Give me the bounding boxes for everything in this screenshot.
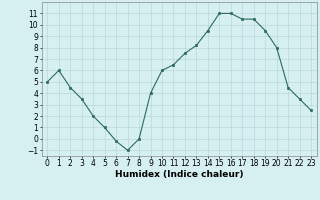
X-axis label: Humidex (Indice chaleur): Humidex (Indice chaleur) xyxy=(115,170,244,179)
